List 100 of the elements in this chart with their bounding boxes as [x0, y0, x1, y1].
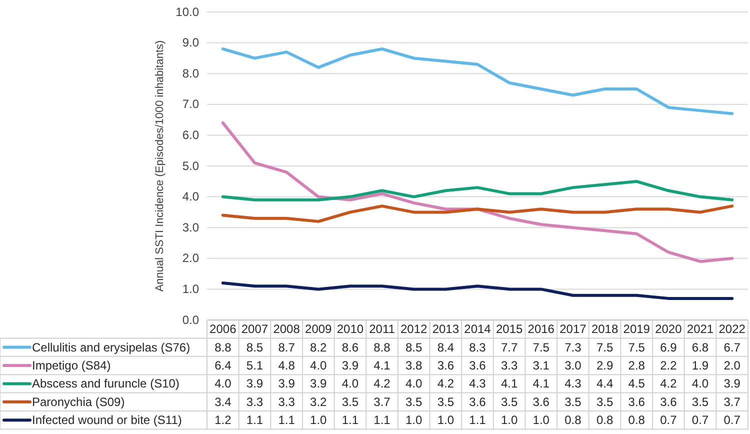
y-tick-label: 4.0	[182, 190, 200, 204]
data-label: 4.3	[564, 376, 582, 391]
data-label: 3.6	[469, 394, 486, 409]
data-label: 1.1	[342, 413, 359, 428]
data-label: 3.5	[437, 394, 454, 409]
x-tick-label: 2016	[528, 322, 555, 336]
y-tick-label: 7.0	[182, 97, 200, 112]
data-label: 3.6	[532, 394, 550, 409]
data-label: 4.2	[660, 376, 678, 391]
line-series	[221, 204, 734, 223]
data-label: 6.7	[724, 340, 741, 354]
data-label: 2.8	[628, 358, 646, 372]
data-label: 4.3	[469, 376, 486, 391]
data-label: 0.8	[564, 413, 582, 428]
data-label: 3.6	[437, 358, 454, 372]
data-label: 4.0	[406, 376, 423, 391]
data-label: 1.0	[406, 413, 423, 428]
x-tick-label: 2008	[273, 322, 300, 336]
x-tick-label: 2007	[241, 322, 268, 336]
data-label: 4.1	[532, 376, 550, 391]
data-label: 3.3	[500, 358, 518, 372]
data-label: 6.4	[214, 358, 232, 372]
data-label: 8.6	[342, 340, 359, 354]
data-label: 3.5	[342, 394, 359, 409]
data-label: 5.1	[246, 358, 264, 372]
line-series	[221, 282, 734, 300]
x-tick-label: 2011	[369, 322, 396, 336]
data-label: 4.2	[437, 376, 454, 391]
data-label: 1.0	[532, 413, 550, 428]
data-label: 3.2	[310, 394, 328, 409]
y-tick-label: 2.0	[182, 251, 200, 266]
x-tick-label: 2021	[686, 322, 714, 336]
data-label: 3.6	[469, 358, 486, 372]
x-tick-label: 2006	[210, 322, 237, 336]
data-label: 7.7	[500, 340, 518, 354]
y-tick-label: 0.0	[182, 312, 200, 327]
data-label: 6.9	[660, 340, 678, 354]
data-label: 4.8	[278, 358, 296, 372]
x-tick-label: 2009	[305, 322, 332, 336]
data-label: 3.5	[564, 394, 582, 409]
y-tick-label: 10.0	[176, 4, 200, 19]
data-label: 3.5	[406, 394, 423, 409]
data-label: 0.7	[660, 413, 678, 428]
data-label: 3.3	[246, 394, 264, 409]
data-label: 3.3	[278, 394, 296, 409]
data-label: 8.4	[437, 340, 454, 354]
data-label: 8.2	[310, 340, 328, 354]
data-label: 3.6	[628, 394, 646, 409]
data-label: 8.8	[374, 340, 391, 354]
legend-label: Impetigo (S84)	[32, 358, 111, 372]
data-label: 8.5	[246, 340, 264, 354]
data-label: 8.3	[469, 340, 486, 354]
x-tick-label: 2010	[336, 322, 364, 336]
data-label: 8.7	[278, 340, 296, 354]
line-series	[221, 121, 734, 263]
data-label: 3.9	[724, 376, 741, 391]
data-label: 3.0	[564, 358, 582, 372]
data-label: 1.0	[437, 413, 454, 428]
data-label: 1.1	[278, 413, 296, 428]
data-label: 7.3	[564, 340, 582, 354]
x-tick-label: 2019	[623, 322, 650, 336]
data-label: 3.9	[246, 376, 264, 391]
data-label: 8.5	[406, 340, 423, 354]
data-label: 1.1	[246, 413, 264, 428]
data-label: 3.9	[342, 358, 359, 372]
data-label: 4.4	[596, 376, 614, 391]
data-label: 0.7	[724, 413, 741, 428]
data-label: 3.7	[374, 394, 391, 409]
data-label: 4.0	[342, 376, 359, 391]
data-label: 4.0	[692, 376, 709, 391]
x-tick-label: 2013	[432, 322, 460, 336]
data-label: 0.8	[596, 413, 614, 428]
data-label: 6.8	[692, 340, 709, 354]
data-label: 3.1	[532, 358, 550, 372]
data-label: 4.0	[214, 376, 232, 391]
y-tick-label: 6.0	[182, 128, 200, 142]
x-tick-label: 2015	[496, 322, 523, 336]
data-label: 3.9	[310, 376, 328, 391]
data-label: 8.8	[214, 340, 232, 354]
data-label: 2.2	[660, 358, 678, 372]
y-tick-label: 8.0	[182, 66, 200, 80]
data-label: 1.1	[469, 413, 486, 428]
y-tick-label: 1.0	[182, 282, 200, 296]
x-tick-label: 2018	[591, 322, 618, 336]
line-series	[221, 47, 734, 116]
legend-label: Abscess and furuncle (S10)	[32, 376, 180, 391]
data-label: 3.5	[500, 394, 518, 409]
data-label: 4.5	[628, 376, 646, 391]
data-label: 4.0	[310, 358, 328, 372]
data-label: 2.0	[724, 358, 741, 372]
x-tick-label: 2017	[560, 322, 587, 336]
y-axis-title: Annual SSTI Incidence (Episodes/1000 inhabitants)	[154, 40, 166, 292]
data-label: 3.8	[406, 358, 423, 372]
data-label: 1.0	[500, 413, 518, 428]
data-label: 4.2	[374, 376, 391, 391]
data-label: 3.5	[692, 394, 709, 409]
data-label: 4.1	[374, 358, 391, 372]
data-label: 7.5	[532, 340, 550, 354]
data-label: 1.9	[692, 358, 709, 372]
x-tick-label: 2014	[464, 322, 492, 336]
